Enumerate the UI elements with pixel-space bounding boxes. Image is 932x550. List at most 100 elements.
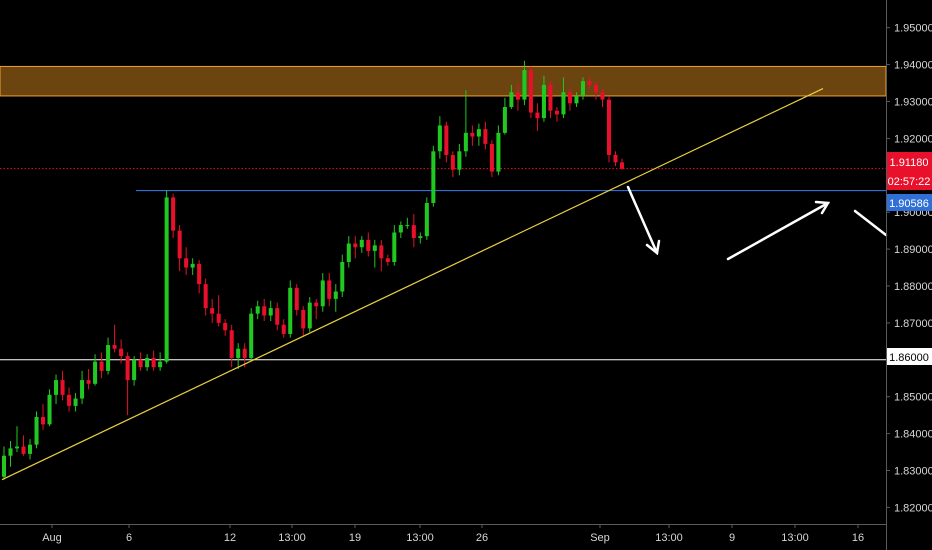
time-tick-label: 13:00 [655,532,683,544]
time-axis[interactable]: Aug 6 12 13:00 19 13:00 26 Sep 13:00 9 13:00 16 [42,524,864,544]
price-tick-label: 1.95000 [894,23,932,35]
candle [255,300,260,320]
candle-body [424,202,429,237]
candle [411,214,416,248]
candle-body [80,380,85,399]
candle [73,393,78,412]
price-tick-label: 1.93000 [894,96,932,108]
support-price-label: 1.86000 [889,352,929,364]
candle [1,446,7,480]
candle-body [28,444,33,454]
down-arrow-1[interactable] [626,185,661,256]
candle-body [47,394,52,425]
candle [593,81,598,100]
candle-body [418,236,423,239]
candle-body [275,308,280,325]
candle [541,75,546,122]
candle [476,123,481,146]
candle-body [229,330,234,358]
candle [151,350,156,371]
down-arrow-2[interactable] [853,209,888,237]
candle [106,337,111,375]
candle-body [379,245,384,259]
price-tick-label: 1.85000 [894,392,932,404]
candle [203,278,208,316]
candle-body [138,359,143,368]
candle-body [567,92,572,104]
candle [307,297,312,333]
candle-body [145,357,150,368]
candle [385,254,390,266]
candle [67,387,72,412]
time-tick-label: 13:00 [278,532,306,544]
candle [567,88,572,111]
candle-body [574,95,579,104]
resistance-zone[interactable] [0,65,887,97]
candle-body [327,280,332,299]
candle [93,354,98,386]
candle-body [281,324,286,334]
candle-body [21,446,26,454]
candle [314,298,319,320]
candle-body [561,92,566,115]
price-tick-label: 1.84000 [894,429,932,441]
candle-body [112,345,117,349]
candle-body [249,313,254,358]
candle [353,236,358,259]
candle [522,60,527,106]
candle-body [314,302,319,307]
candle [190,258,195,275]
candle [379,239,384,272]
candle [320,273,325,312]
candle-body [457,151,462,170]
candle [502,97,507,135]
candle [483,121,488,150]
candle-body [619,162,625,169]
projection-arrows[interactable] [626,185,888,261]
candle-body [14,446,20,449]
candle [450,151,455,178]
candle [119,339,124,364]
candle [21,435,26,456]
candle-body [502,107,507,133]
candle-body [463,132,468,152]
candle-body [307,302,312,329]
ascending-trendline[interactable] [1,88,824,481]
candle-body [606,99,612,155]
candle [613,151,618,167]
candle-body [411,225,416,239]
candle-body [444,125,449,155]
candle [28,439,33,460]
candle [489,140,494,178]
candle [587,77,592,89]
support-price-tag: 1.86000 [887,348,932,365]
candle-body [541,84,546,119]
candle [600,88,605,108]
candle-body [288,287,293,334]
candle-body [197,263,202,285]
price-tick-label: 1.83000 [894,465,932,477]
candles-group [1,60,625,480]
candle-body [496,132,501,172]
candle [444,121,449,163]
candle-body [262,306,267,316]
candle [333,284,338,312]
candle [574,92,579,108]
candle [54,374,59,405]
candle-body [431,151,436,203]
candle [262,298,267,322]
level-price-label: 1.90586 [889,198,929,210]
candle-body [528,70,533,113]
candle-body [483,129,488,144]
candle-body [515,92,520,100]
candle [509,84,514,109]
candle-body [509,92,514,108]
up-arrow[interactable] [726,200,831,261]
candle-body [223,322,228,331]
time-tick-label: Aug [42,532,62,544]
candle-body [548,84,553,111]
price-tick-label: 1.87000 [894,318,932,330]
candle [554,107,559,122]
candle [463,90,468,157]
